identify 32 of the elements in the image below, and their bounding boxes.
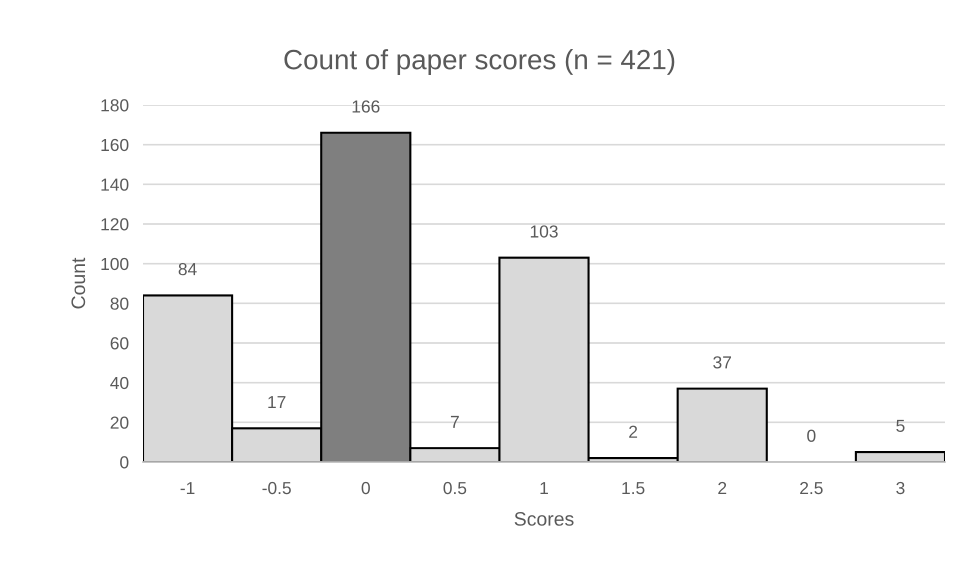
data-label: 17 xyxy=(268,396,286,408)
x-tick-label: 3 xyxy=(896,482,905,494)
x-tick-label: -1 xyxy=(180,482,194,494)
y-tick-label: 120 xyxy=(101,218,128,230)
x-tick-label: 2 xyxy=(718,482,726,494)
data-label: 103 xyxy=(530,225,558,238)
y-tick-label: 20 xyxy=(110,416,128,429)
x-tick-label: 0.5 xyxy=(444,482,466,494)
y-tick-label: 80 xyxy=(110,298,128,310)
x-tick-label: 1 xyxy=(540,482,548,494)
y-tick-label: 160 xyxy=(101,138,128,152)
data-label: 2 xyxy=(629,426,638,438)
y-axis-title: Count xyxy=(71,258,86,308)
data-label: 37 xyxy=(713,356,732,369)
x-tick-label: 0 xyxy=(362,482,370,494)
x-axis-title: Scores xyxy=(514,512,574,526)
bar xyxy=(854,451,945,462)
data-label: 166 xyxy=(352,100,380,113)
x-tick-label: 1.5 xyxy=(622,482,644,494)
x-tick-label: -0.5 xyxy=(262,482,291,494)
y-tick-label: 0 xyxy=(120,456,128,468)
data-label: 84 xyxy=(178,263,197,276)
data-label: 5 xyxy=(896,420,905,432)
y-tick-label: 180 xyxy=(101,99,128,112)
data-label: 0 xyxy=(807,430,816,442)
y-tick-label: 60 xyxy=(110,337,128,350)
x-tick-label: 2.5 xyxy=(800,482,823,494)
y-tick-label: 140 xyxy=(101,178,128,191)
y-tick-label: 40 xyxy=(110,376,128,390)
chart-title: Count of paper scores (n = 421) xyxy=(284,49,674,75)
data-label: 7 xyxy=(450,416,459,428)
y-tick-label: 100 xyxy=(101,258,128,270)
